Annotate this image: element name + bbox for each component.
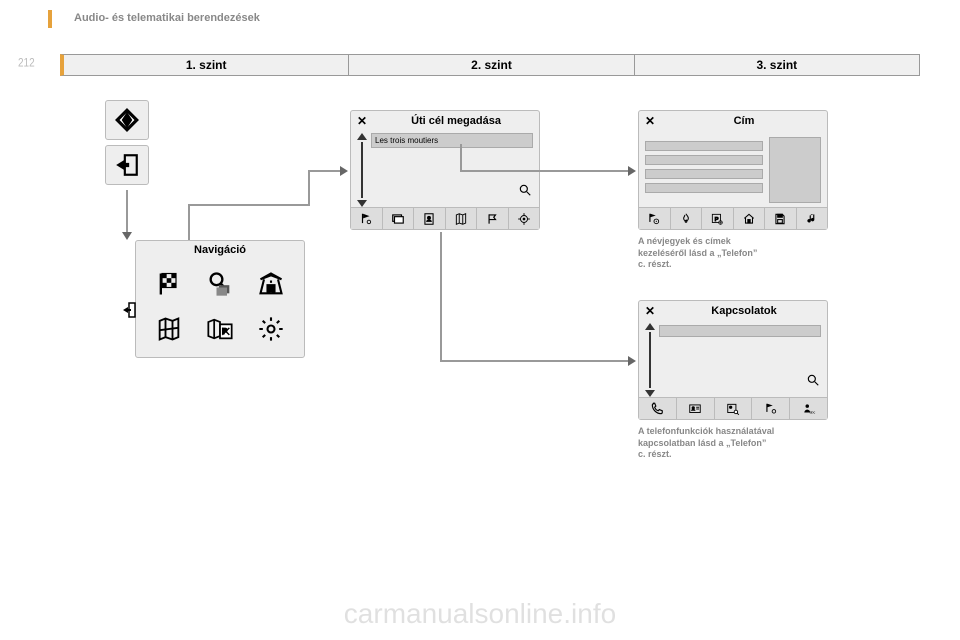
- tab-flag-pin-icon[interactable]: [752, 398, 790, 419]
- level-1: 1. szint: [64, 55, 349, 75]
- page-number: 212: [18, 57, 35, 70]
- close-icon[interactable]: ✕: [351, 114, 373, 128]
- nav-title: Navigáció: [136, 241, 304, 259]
- svg-text:P: P: [715, 216, 719, 222]
- accent-bar: [48, 10, 52, 28]
- address-preview: [769, 137, 821, 203]
- tab-contact-search-icon[interactable]: [715, 398, 753, 419]
- tab-contact-card-icon[interactable]: [677, 398, 715, 419]
- tab-flag-icon[interactable]: [477, 208, 509, 229]
- contacts-list: [657, 321, 823, 399]
- search-icon[interactable]: [518, 183, 532, 200]
- tab-save-icon[interactable]: [765, 208, 797, 229]
- arrow-line: [440, 360, 630, 362]
- note-line: A telefonfunkciók használatával: [638, 426, 774, 436]
- note-line: kapcsolatban lásd a „Telefon”: [638, 438, 766, 448]
- contacts-note: A telefonfunkciók használatával kapcsola…: [638, 426, 878, 461]
- tab-home-icon[interactable]: [734, 208, 766, 229]
- chequered-flag-icon[interactable]: [144, 262, 195, 307]
- contacts-tabs: abc: [639, 397, 827, 419]
- nav-panel: Navigáció P: [135, 240, 305, 358]
- arrow-line: [308, 170, 342, 172]
- scroll-bar[interactable]: [643, 321, 657, 399]
- scroll-down-icon[interactable]: [357, 200, 367, 207]
- tab-person-abc-icon[interactable]: abc: [790, 398, 827, 419]
- tab-parking-icon[interactable]: P: [702, 208, 734, 229]
- level-3: 3. szint: [635, 55, 919, 75]
- scroll-bar[interactable]: [355, 131, 369, 209]
- address-tabs: P: [639, 207, 827, 229]
- destination-item[interactable]: Les trois moutiers: [371, 133, 533, 148]
- search-icon[interactable]: [806, 373, 820, 390]
- tab-contacts-icon[interactable]: [414, 208, 446, 229]
- destination-tabs: [351, 207, 539, 229]
- exit-icon[interactable]: [122, 301, 136, 319]
- tab-map-icon[interactable]: [446, 208, 478, 229]
- tab-phone-icon[interactable]: [639, 398, 677, 419]
- tab-flag-marker-icon[interactable]: [351, 208, 383, 229]
- close-icon[interactable]: ✕: [639, 114, 661, 128]
- address-field[interactable]: [645, 141, 763, 151]
- tab-card-icon[interactable]: [383, 208, 415, 229]
- scroll-down-icon[interactable]: [645, 390, 655, 397]
- arrow-head-icon: [628, 166, 636, 176]
- arrow-line: [188, 204, 308, 206]
- note-line: c. részt.: [638, 259, 672, 269]
- address-field[interactable]: [645, 183, 763, 193]
- note-line: kezeléséről lásd a „Telefon”: [638, 248, 757, 258]
- svg-text:abc: abc: [809, 410, 815, 414]
- level-header-row: 1. szint 2. szint 3. szint: [60, 54, 920, 76]
- page-title: Audio- és telematikai berendezések: [74, 12, 260, 24]
- arrow-line: [126, 190, 128, 234]
- contact-item[interactable]: [659, 325, 821, 337]
- tab-music-icon[interactable]: [797, 208, 828, 229]
- search-layers-icon[interactable]: [195, 262, 246, 307]
- level-2: 2. szint: [349, 55, 634, 75]
- scroll-track: [649, 332, 651, 388]
- address-fields: [645, 137, 763, 203]
- address-note: A névjegyek és címek kezeléséről lásd a …: [638, 236, 858, 271]
- settings-gear-icon[interactable]: [245, 307, 296, 352]
- arrow-line: [188, 204, 190, 240]
- traffic-route-icon[interactable]: [245, 262, 296, 307]
- tab-flag-target-icon[interactable]: [639, 208, 671, 229]
- address-field[interactable]: [645, 155, 763, 165]
- map-tools-icon[interactable]: P: [195, 307, 246, 352]
- destination-title: Úti cél megadása: [373, 115, 539, 127]
- close-icon[interactable]: ✕: [639, 304, 661, 318]
- arrow-line: [460, 170, 630, 172]
- arrow-line: [440, 232, 442, 360]
- scroll-track: [361, 142, 363, 198]
- arrow-line: [460, 144, 462, 170]
- watermark: carmanualsonline.info: [0, 598, 960, 630]
- address-title: Cím: [661, 115, 827, 127]
- entry-icon-stack: [105, 100, 149, 190]
- note-line: c. részt.: [638, 449, 672, 459]
- arrow-head-icon: [628, 356, 636, 366]
- note-line: A névjegyek és címek: [638, 236, 731, 246]
- arrow-head-icon: [340, 166, 348, 176]
- contacts-panel: ✕ Kapcsolatok abc: [638, 300, 828, 420]
- tab-target-icon[interactable]: [509, 208, 540, 229]
- scroll-up-icon[interactable]: [645, 323, 655, 330]
- contacts-title: Kapcsolatok: [661, 305, 827, 317]
- tab-fire-icon[interactable]: [671, 208, 703, 229]
- arrow-head-icon: [122, 232, 132, 240]
- address-panel: ✕ Cím P: [638, 110, 828, 230]
- address-field[interactable]: [645, 169, 763, 179]
- arrow-line: [308, 170, 310, 206]
- enter-icon[interactable]: [105, 145, 149, 185]
- compass-icon[interactable]: [105, 100, 149, 140]
- scroll-up-icon[interactable]: [357, 133, 367, 140]
- map-grid-icon[interactable]: [144, 307, 195, 352]
